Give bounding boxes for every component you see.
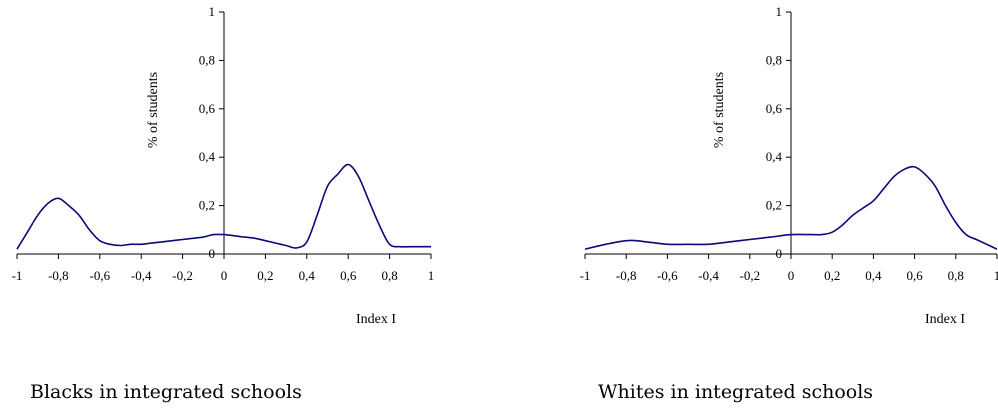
y-tick-label: 0,2 [199, 198, 215, 213]
x-tick-label: -0,4 [131, 268, 152, 283]
x-tick-label: -0,6 [657, 268, 678, 283]
x-tick-label: 0,2 [257, 268, 273, 283]
chart-panel-blacks: -1 -0,8 -0,6 -0,4 -0,2 0 0,2 0,4 0,6 0,8 1 0 0,2 0,4 0… [12, 4, 435, 403]
x-tick-label: 1 [994, 268, 998, 283]
x-tick-label: 0,2 [824, 268, 840, 283]
y-tick-label: 1 [776, 4, 783, 19]
x-tick-label: 0,8 [948, 268, 964, 283]
y-tick-label: 0 [776, 246, 783, 261]
y-tick-label: 0,6 [766, 101, 783, 116]
y-tick-label: 0,6 [199, 101, 216, 116]
x-tick-label: -1 [12, 268, 23, 283]
series-line [16, 163, 431, 250]
x-tick-label: -0,2 [740, 268, 761, 283]
x-tick-label: -1 [580, 268, 591, 283]
y-tick-label: 0,8 [766, 52, 782, 67]
y-tick-label: 0 [209, 246, 216, 261]
x-tick-label: -0,6 [90, 268, 111, 283]
y-tick-label: 0,2 [766, 198, 782, 213]
plot-area: -1 -0,8 -0,6 -0,4 -0,2 0 0,2 0,4 0,6 0,8 1 0 0,2 0,4 0… [580, 4, 998, 283]
x-tick-label: 0 [788, 268, 795, 283]
y-tick-label: 0,4 [766, 149, 783, 164]
x-tick-label: 0,6 [906, 268, 923, 283]
x-axis-label: Index I [925, 312, 965, 327]
x-tick-label: -0,8 [48, 268, 69, 283]
plot-area: -1 -0,8 -0,6 -0,4 -0,2 0 0,2 0,4 0,6 0,8 1 0 0,2 0,4 0… [12, 4, 435, 283]
x-axis-label: Index I [356, 312, 396, 327]
chart-panel-whites: -1 -0,8 -0,6 -0,4 -0,2 0 0,2 0,4 0,6 0,8 1 0 0,2 0,4 0… [580, 4, 998, 403]
x-tick-label: 0 [221, 268, 228, 283]
x-tick-label: -0,8 [616, 268, 637, 283]
chart-caption: Blacks in integrated schools [30, 381, 302, 403]
chart-caption: Whites in integrated schools [598, 381, 873, 403]
x-tick-label: 1 [428, 268, 435, 283]
x-tick-label: 0,4 [865, 268, 882, 283]
series-line [584, 165, 998, 250]
y-axis-label: % of students [712, 72, 727, 148]
y-tick-label: 0,8 [199, 52, 215, 67]
x-tick-label: -0,2 [172, 268, 193, 283]
y-axis-label: % of students [146, 72, 161, 148]
x-tick-label: -0,4 [698, 268, 719, 283]
x-tick-label: 0,8 [381, 268, 397, 283]
y-tick-label: 1 [209, 4, 216, 19]
y-tick-label: 0,4 [199, 149, 216, 164]
x-tick-label: 0,4 [299, 268, 316, 283]
x-tick-label: 0,6 [340, 268, 357, 283]
